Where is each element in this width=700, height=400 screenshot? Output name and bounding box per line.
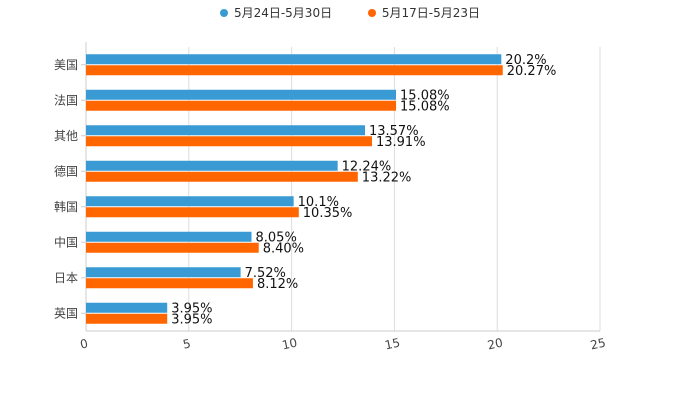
x-tick-label: 20 (486, 336, 504, 353)
x-tick-label: 15 (383, 336, 401, 353)
data-label: 15.08% (400, 99, 450, 114)
x-tick-label: 5 (182, 336, 192, 351)
data-label: 13.91% (376, 135, 426, 150)
bar-series-1[interactable] (86, 101, 396, 111)
bar-series-1[interactable] (86, 314, 167, 324)
x-tick-label: 25 (589, 336, 607, 353)
bar-series-0[interactable] (86, 161, 338, 171)
bar-series-0[interactable] (86, 232, 252, 242)
bar-series-1[interactable] (86, 136, 372, 146)
y-category-label: 英国 (54, 306, 78, 320)
y-category-label: 日本 (54, 271, 78, 285)
y-category-label: 美国 (54, 58, 78, 72)
x-tick-label: 0 (79, 336, 89, 351)
data-label: 13.22% (362, 170, 412, 185)
y-category-label: 其他 (54, 129, 78, 143)
bar-series-0[interactable] (86, 90, 396, 100)
data-label: 20.27% (507, 64, 557, 79)
bar-series-0[interactable] (86, 267, 241, 277)
bar-series-0[interactable] (86, 54, 501, 64)
y-category-label: 韩国 (54, 199, 78, 214)
bar-series-1[interactable] (86, 243, 259, 253)
bar-series-0[interactable] (86, 125, 365, 135)
data-label: 8.40% (263, 241, 304, 256)
data-label: 3.95% (171, 312, 212, 327)
bar-series-1[interactable] (86, 207, 299, 217)
y-category-label: 法国 (54, 93, 78, 107)
bar-series-0[interactable] (86, 196, 294, 206)
x-tick-label: 10 (281, 336, 299, 353)
bar-series-1[interactable] (86, 172, 358, 182)
y-category-label: 中国 (54, 234, 78, 249)
bar-chart: 0 5 10 15 20 25美国 20.2%20.27%法国 15.08%15.08%其他 1… (0, 0, 700, 400)
bar-series-1[interactable] (86, 65, 503, 75)
y-category-label: 德国 (54, 163, 78, 178)
data-label: 8.12% (257, 277, 298, 292)
bar-series-0[interactable] (86, 303, 167, 313)
data-label: 10.35% (303, 206, 353, 221)
bar-series-1[interactable] (86, 278, 253, 288)
